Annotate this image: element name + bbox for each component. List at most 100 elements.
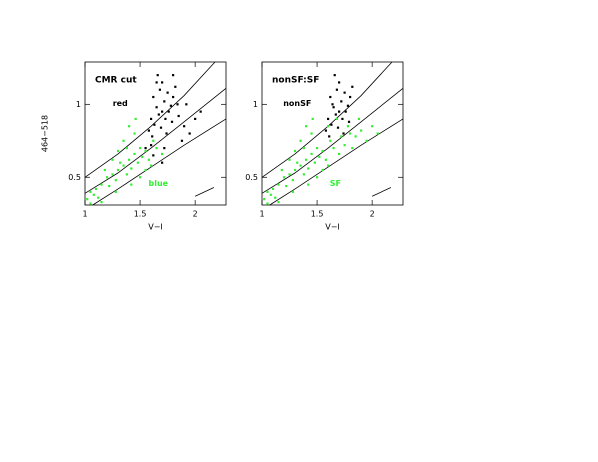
panel-title: nonSF:SF bbox=[272, 76, 319, 86]
point bbox=[141, 155, 144, 158]
point bbox=[116, 149, 120, 153]
point bbox=[271, 187, 275, 191]
point bbox=[89, 190, 92, 193]
point bbox=[302, 146, 305, 150]
panel-title: CMR cut bbox=[95, 76, 137, 86]
point bbox=[347, 120, 351, 123]
point bbox=[336, 126, 340, 129]
point bbox=[349, 132, 352, 135]
point bbox=[149, 144, 153, 147]
point bbox=[183, 125, 186, 128]
point bbox=[296, 161, 299, 164]
point bbox=[326, 164, 330, 167]
plot-frame bbox=[261, 61, 404, 206]
point bbox=[149, 164, 153, 167]
point bbox=[304, 158, 308, 161]
point bbox=[346, 125, 350, 128]
point bbox=[338, 152, 341, 156]
point bbox=[172, 95, 175, 99]
point bbox=[335, 117, 339, 121]
point bbox=[156, 74, 159, 77]
series-label: red bbox=[113, 99, 128, 108]
point bbox=[152, 139, 155, 142]
point bbox=[111, 173, 114, 176]
point bbox=[346, 104, 350, 107]
point bbox=[318, 155, 321, 158]
model-curve bbox=[92, 118, 227, 206]
point bbox=[133, 152, 136, 156]
point bbox=[127, 125, 131, 128]
point bbox=[165, 132, 168, 135]
point bbox=[354, 135, 357, 138]
point bbox=[119, 161, 122, 164]
point bbox=[307, 183, 310, 186]
point bbox=[338, 81, 341, 84]
point bbox=[144, 168, 147, 172]
point bbox=[155, 146, 158, 150]
point bbox=[158, 88, 162, 91]
point bbox=[291, 179, 294, 182]
point bbox=[130, 183, 133, 186]
point bbox=[155, 81, 158, 84]
point bbox=[86, 198, 89, 201]
point bbox=[166, 91, 169, 94]
point bbox=[304, 125, 308, 128]
point bbox=[333, 74, 336, 77]
point bbox=[92, 193, 95, 196]
series-label: SF bbox=[330, 179, 341, 188]
plot-frame bbox=[84, 61, 227, 206]
point bbox=[149, 117, 153, 121]
point bbox=[174, 85, 177, 88]
point bbox=[114, 179, 117, 182]
point bbox=[153, 123, 156, 126]
point bbox=[335, 88, 339, 91]
point bbox=[299, 139, 302, 142]
point bbox=[138, 146, 142, 150]
point bbox=[167, 110, 170, 113]
series-label: nonSF bbox=[283, 99, 311, 108]
point bbox=[188, 132, 191, 135]
y-tick-label: 0.5 bbox=[68, 173, 81, 182]
point bbox=[351, 85, 354, 88]
point bbox=[155, 106, 158, 109]
point bbox=[185, 103, 188, 106]
point bbox=[163, 100, 166, 103]
point bbox=[288, 158, 291, 161]
point bbox=[274, 196, 277, 199]
point bbox=[269, 193, 272, 196]
point bbox=[125, 146, 128, 150]
x-tick-label: 1 bbox=[82, 210, 87, 219]
y-tick-label: 1 bbox=[76, 100, 81, 109]
model-curve bbox=[269, 118, 404, 206]
point bbox=[288, 173, 291, 176]
point bbox=[147, 129, 150, 132]
point bbox=[122, 139, 125, 142]
point bbox=[125, 173, 128, 176]
point bbox=[324, 129, 327, 132]
point bbox=[344, 110, 347, 113]
point bbox=[266, 202, 269, 205]
point bbox=[315, 146, 319, 150]
point bbox=[310, 152, 313, 156]
point bbox=[340, 100, 343, 103]
point bbox=[176, 103, 179, 106]
point bbox=[324, 158, 327, 161]
point bbox=[147, 158, 150, 161]
point bbox=[330, 123, 333, 126]
x-tick-label: 1.5 bbox=[134, 210, 147, 219]
reddening-vector bbox=[194, 187, 215, 197]
point bbox=[365, 139, 368, 142]
x-axis-label: V−I bbox=[148, 223, 163, 232]
point bbox=[302, 173, 305, 176]
point bbox=[134, 117, 137, 121]
point bbox=[157, 113, 160, 116]
point bbox=[172, 74, 175, 77]
point bbox=[277, 183, 280, 186]
point bbox=[310, 132, 313, 135]
y-tick-label: 0.5 bbox=[245, 173, 258, 182]
point bbox=[315, 176, 319, 179]
point bbox=[144, 149, 147, 153]
point bbox=[130, 167, 133, 170]
point bbox=[328, 135, 331, 138]
point bbox=[285, 184, 288, 188]
